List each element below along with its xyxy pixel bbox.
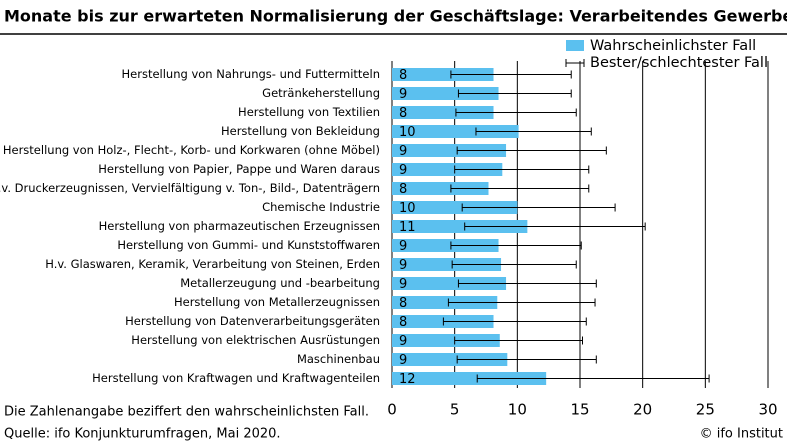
y-tick-label: Herstellung von Holz-, Flecht-, Korb- un…	[3, 143, 380, 157]
bar	[392, 315, 494, 328]
error-bar	[454, 336, 584, 345]
x-tick-label: 15	[570, 401, 589, 419]
error-bar	[457, 279, 597, 288]
y-tick-label: Herstellung von Bekleidung	[221, 124, 380, 138]
error-bar	[456, 146, 607, 155]
data-label: 9	[399, 334, 407, 349]
data-label: 8	[399, 296, 407, 311]
credit: © ifo Institut	[700, 427, 783, 442]
bar	[392, 220, 528, 233]
x-tick-label: 0	[387, 401, 397, 419]
error-bar	[464, 222, 646, 231]
y-tick-label: Chemische Industrie	[262, 200, 380, 214]
source: Quelle: ifo Konjunkturumfragen, Mai 2020…	[4, 427, 281, 442]
bar	[392, 87, 499, 100]
error-bar	[450, 184, 590, 193]
data-label: 9	[399, 239, 407, 254]
data-label: 9	[399, 144, 407, 159]
y-tick-label: Herstellung von Datenverarbeitungsgeräte…	[125, 314, 380, 328]
bar	[392, 239, 499, 252]
y-tick-label: Herstellung von Gummi- und Kunststoffwar…	[117, 238, 380, 252]
data-label: 8	[399, 106, 407, 121]
data-label: 9	[399, 277, 407, 292]
bar	[392, 106, 494, 119]
data-label: 11	[399, 220, 416, 235]
data-label: 8	[399, 182, 407, 197]
y-tick-label: Herstellung von Metallerzeugnissen	[174, 295, 380, 309]
data-label: 10	[399, 125, 416, 140]
bar	[392, 125, 519, 138]
legend-label: Bester/schlechtester Fall	[590, 55, 768, 71]
bar	[392, 372, 547, 385]
bar	[392, 258, 502, 271]
footnote: Die Zahlenangabe beziffert den wahrschei…	[4, 405, 369, 420]
y-tick-label: Herstellung von pharmazeutischen Erzeugn…	[99, 219, 380, 233]
bar	[392, 296, 498, 309]
data-label: 9	[399, 87, 407, 102]
x-tick-label: 30	[758, 401, 777, 419]
error-bar	[451, 260, 577, 269]
y-tick-label: Herstellung von elektrischen Ausrüstunge…	[131, 333, 380, 347]
error-bar	[447, 298, 596, 307]
legend-label: Wahrscheinlichster Fall	[590, 38, 756, 54]
bar	[392, 353, 508, 366]
y-tick-label: Herstellung von Nahrungs- und Futtermitt…	[122, 67, 380, 81]
chart-title: Monate bis zur erwarteten Normalisierung…	[4, 7, 787, 26]
y-tick-label: Getränkeherstellung	[262, 86, 380, 100]
error-bar	[450, 241, 582, 250]
error-bar	[475, 127, 592, 136]
error-bar	[450, 70, 572, 79]
x-tick-label: 5	[450, 401, 460, 419]
data-label: 8	[399, 68, 407, 83]
x-tick-label: 10	[508, 401, 527, 419]
bar	[392, 277, 507, 290]
bar	[392, 182, 489, 195]
y-tick-label: Metallerzeugung und -bearbeitung	[180, 276, 380, 290]
y-tick-label: Herstellung von Kraftwagen und Kraftwage…	[92, 371, 380, 385]
bar	[392, 163, 503, 176]
data-label: 8	[399, 315, 407, 330]
data-label: 9	[399, 353, 407, 368]
error-bar	[454, 165, 590, 174]
bar	[392, 334, 500, 347]
error-bar	[457, 89, 572, 98]
x-tick-label: 25	[696, 401, 715, 419]
data-label: 9	[399, 163, 407, 178]
error-bar	[476, 374, 710, 383]
data-label: 12	[399, 372, 416, 387]
y-tick-label: Herstellung von Textilien	[238, 105, 380, 119]
bar	[392, 68, 494, 81]
y-tick-label: H.v. Druckerzeugnissen, Vervielfältigung…	[0, 181, 380, 195]
data-label: 9	[399, 258, 407, 273]
bar	[392, 201, 518, 214]
y-tick-label: H.v. Glaswaren, Keramik, Verarbeitung vo…	[45, 257, 380, 271]
error-bar	[461, 203, 616, 212]
y-tick-label: Herstellung von Papier, Pappe und Waren …	[98, 162, 380, 176]
x-tick-label: 20	[633, 401, 652, 419]
data-label: 10	[399, 201, 416, 216]
error-bar	[442, 317, 587, 326]
error-bar	[455, 108, 577, 117]
error-bar	[456, 355, 597, 364]
legend-swatch	[566, 40, 584, 51]
bar	[392, 144, 507, 157]
y-tick-label: Maschinenbau	[297, 352, 380, 366]
